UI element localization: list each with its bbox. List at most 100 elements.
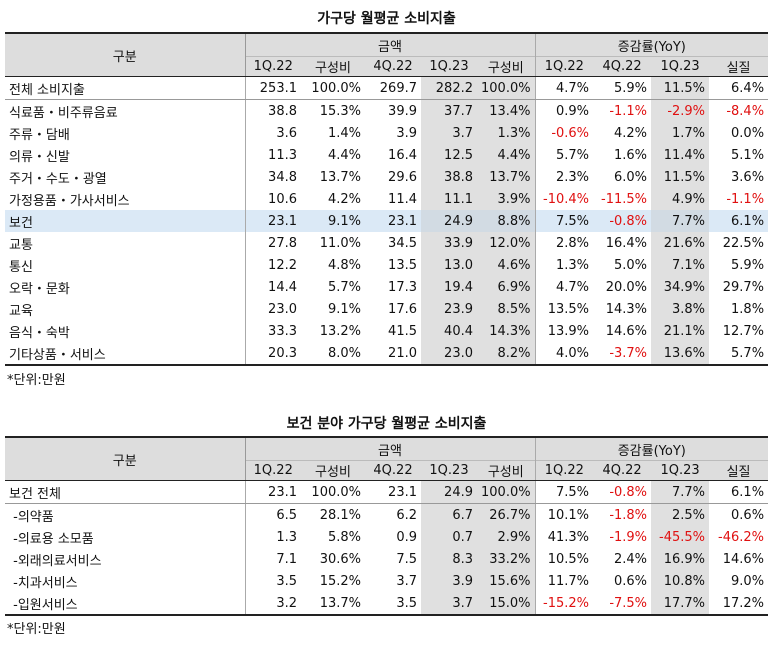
table-cell: 2.3% <box>556 169 590 185</box>
table-cell: 1.3 <box>276 529 297 545</box>
table-cell: -45.5% <box>651 526 710 548</box>
table-cell: 23.1 <box>365 480 421 504</box>
row-label: 통신 <box>5 254 246 276</box>
table-cell: 39.9 <box>388 103 417 119</box>
table-row: 보건 23.1 9.1% 23.1 24.9 8.8% 7.5% -0.8% 7.7% 6.1% <box>5 210 769 232</box>
subheader-cell: 1Q.23 <box>651 56 710 77</box>
table-cell: 41.3% <box>547 529 590 545</box>
table-cell: 11.5% <box>651 76 710 100</box>
table-cell: 38.8 <box>421 166 477 188</box>
table-cell: 4.2% <box>614 125 648 141</box>
table-cell: 10.8% <box>651 570 710 592</box>
subheader-cell: 1Q.23 <box>651 460 710 481</box>
row-label: -외래의료서비스 <box>5 548 246 570</box>
table-cell: 13.7% <box>319 169 361 185</box>
table-cell: 21.6% <box>651 232 710 254</box>
table-cell: 12.7% <box>722 323 765 339</box>
table-cell: 17.6 <box>388 301 417 317</box>
table-cell: 5.0% <box>614 257 648 273</box>
table-row: 주류・담배 3.6 1.4% 3.9 3.7 1.3% -0.6% 4.2% 1.7% 0.0% <box>5 122 768 144</box>
table-cell: 14.6% <box>722 551 765 567</box>
table-row: -의약품 6.5 28.1% 6.2 6.7 26.7% 10.1% -1.8% 2.5% 0.6… <box>5 503 768 526</box>
table-cell: 23.1 <box>245 210 301 232</box>
table-cell: 10.6 <box>268 191 297 207</box>
table-cell: 38.8 <box>268 103 297 119</box>
table-cell: 13.2% <box>319 323 361 339</box>
table-cell: 11.7% <box>547 573 590 589</box>
table-cell: 10.1% <box>547 507 590 523</box>
table-cell: 13.7% <box>301 592 365 616</box>
table-cell: 0.0% <box>731 125 765 141</box>
table-cell: 3.9 <box>421 570 477 592</box>
table-cell: 24.9 <box>421 210 477 232</box>
row-label: 보건 전체 <box>5 480 246 504</box>
table-cell: 282.2 <box>421 76 477 100</box>
subheader-cell: 구성비 <box>301 460 365 481</box>
table-cell: 8.0% <box>301 342 365 366</box>
table-cell: 34.9% <box>651 276 710 298</box>
table-cell: 3.7 <box>396 573 417 589</box>
table-cell: 29.6 <box>388 169 417 185</box>
table-cell: 41.5 <box>388 323 417 339</box>
table-cell: 17.7% <box>651 592 710 616</box>
table-cell: 4.9% <box>651 188 710 210</box>
table2-title: 보건 분야 가구당 월평균 소비지출 <box>286 416 487 432</box>
table-cell: -2.9% <box>651 99 710 122</box>
table-cell: 2.4% <box>614 551 648 567</box>
table-cell: 0.6% <box>614 573 648 589</box>
table-cell: 6.2 <box>396 507 417 523</box>
table-cell: 17.3 <box>388 279 417 295</box>
row-label: 주류・담배 <box>5 122 246 144</box>
row-label: 음식・숙박 <box>5 320 246 342</box>
table-cell: 100.0% <box>301 76 365 100</box>
table-cell: 7.5% <box>535 210 594 232</box>
table-cell: -1.8% <box>609 507 648 523</box>
row-label: 전체 소비지출 <box>5 76 246 100</box>
table-cell: 3.6% <box>731 169 765 185</box>
table-cell: 100.0% <box>301 480 365 504</box>
table-cell: -7.5% <box>593 592 652 616</box>
table-cell: 3.6 <box>276 125 297 141</box>
table-cell: 13.0 <box>421 254 477 276</box>
table-cell: 5.9% <box>731 257 765 273</box>
table-cell: 1.8% <box>731 301 765 317</box>
table-cell: 8.5% <box>477 298 536 320</box>
table-cell: 19.4 <box>421 276 477 298</box>
table-cell: 7.7% <box>651 480 710 504</box>
table-cell: -10.4% <box>543 191 590 207</box>
table-cell: 33.9 <box>421 232 477 254</box>
row-label: 교육 <box>5 298 246 320</box>
table-cell: 3.7 <box>421 592 477 616</box>
table-cell: 11.4% <box>651 144 710 166</box>
table-cell: 23.9 <box>421 298 477 320</box>
table-cell: 17.2% <box>709 592 769 616</box>
table-cell: 9.1% <box>327 301 361 317</box>
table-row: -외래의료서비스 7.1 30.6% 7.5 8.3 33.2% 10.5% 2.4% 16.9… <box>5 548 768 570</box>
table-cell: 5.8% <box>327 529 361 545</box>
table-cell: 6.4% <box>709 76 769 100</box>
subheader-cell: 1Q.23 <box>421 460 477 481</box>
table-cell: 21.1% <box>651 320 710 342</box>
table-cell: 30.6% <box>319 551 361 567</box>
table-cell: 14.4 <box>268 279 297 295</box>
table-cell: 8.8% <box>477 210 536 232</box>
column-header-amount: 금액 <box>245 32 536 57</box>
table-cell: 6.1% <box>709 210 769 232</box>
table-cell: 5.9% <box>593 76 652 100</box>
table-row: 음식・숙박 33.3 13.2% 41.5 40.4 14.3% 13.9% 14.6% 21.… <box>5 320 768 342</box>
table-row: 주거・수도・광열 34.8 13.7% 29.6 38.8 13.7% 2.3% 6.0% 11… <box>5 166 768 188</box>
table-cell: 33.3 <box>268 323 297 339</box>
table-cell: 1.7% <box>651 122 710 144</box>
subheader-row: 1Q.22 구성비 4Q.22 1Q.23 구성비 1Q.22 4Q.22 1Q.23 실질 <box>5 56 769 77</box>
table-cell: 3.5 <box>276 573 297 589</box>
table-cell: 0.9% <box>556 103 590 119</box>
subheader-cell: 구성비 <box>477 56 536 77</box>
table-cell: 2.8% <box>556 235 590 251</box>
table-cell: 100.0% <box>477 76 536 100</box>
unit-note: *단위:만원 <box>7 373 66 388</box>
table-cell: -46.2% <box>718 529 765 545</box>
row-label: -의료용 소모품 <box>5 526 246 548</box>
table-cell: 4.6% <box>477 254 536 276</box>
table-cell: 28.1% <box>319 507 361 523</box>
table-cell: 1.6% <box>614 147 648 163</box>
